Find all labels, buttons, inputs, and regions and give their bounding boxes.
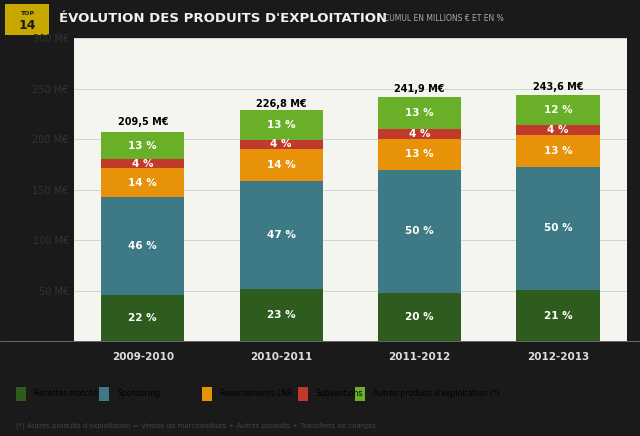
Bar (240, 149, 323, 181)
Bar (378, 139, 461, 170)
Text: Autres produits d'exploitation (*): Autres produits d'exploitation (*) (373, 389, 500, 398)
Bar (240, 181, 323, 289)
Bar (298, 387, 308, 401)
Text: 50 %: 50 % (544, 223, 572, 233)
Text: 23 %: 23 % (267, 310, 296, 320)
Text: 14 %: 14 % (129, 178, 157, 187)
Text: 47 %: 47 % (267, 230, 296, 240)
Text: 46 %: 46 % (129, 241, 157, 251)
Text: 12 %: 12 % (544, 105, 572, 115)
Bar (240, 110, 323, 140)
Bar (202, 387, 212, 401)
Text: 2012-2013: 2012-2013 (527, 352, 589, 362)
Text: 2009-2010: 2009-2010 (112, 352, 174, 362)
Text: 13 %: 13 % (405, 150, 434, 160)
Text: ÉVOLUTION DES PRODUITS D'EXPLOITATION: ÉVOLUTION DES PRODUITS D'EXPLOITATION (59, 12, 387, 25)
Bar (240, 140, 323, 149)
Bar (99, 387, 109, 401)
Text: 4 %: 4 % (271, 140, 292, 150)
Bar (101, 168, 184, 198)
Text: 4 %: 4 % (547, 125, 569, 135)
Bar (5, 4, 49, 34)
Bar (516, 167, 600, 290)
Text: 13 %: 13 % (129, 141, 157, 151)
Text: 13 %: 13 % (267, 120, 296, 130)
Bar (355, 387, 365, 401)
Bar (101, 132, 184, 160)
Text: 226,8 M€: 226,8 M€ (256, 99, 307, 109)
Text: Sponsoring: Sponsoring (117, 389, 160, 398)
Bar (378, 293, 461, 341)
Bar (516, 135, 600, 167)
Bar (16, 387, 26, 401)
Text: Subventions: Subventions (316, 389, 363, 398)
Bar (240, 289, 323, 341)
Text: CUMUL EN MILLIONS € ET EN %: CUMUL EN MILLIONS € ET EN % (384, 14, 504, 23)
Text: 2011-2012: 2011-2012 (388, 352, 451, 362)
Text: 13 %: 13 % (544, 146, 572, 156)
Text: 14 %: 14 % (267, 160, 296, 170)
Text: 4 %: 4 % (132, 159, 154, 169)
Text: 209,5 M€: 209,5 M€ (118, 117, 168, 127)
Text: 13 %: 13 % (405, 108, 434, 118)
Text: 22 %: 22 % (129, 313, 157, 323)
Text: 2010-2011: 2010-2011 (250, 352, 312, 362)
Bar (516, 290, 600, 341)
Text: 21 %: 21 % (544, 310, 572, 320)
Bar (378, 97, 461, 129)
Text: 20 %: 20 % (405, 312, 434, 322)
Bar (101, 295, 184, 341)
Text: 4 %: 4 % (409, 129, 430, 139)
Text: Recettes matchs: Recettes matchs (34, 389, 98, 398)
Bar (378, 170, 461, 293)
Bar (516, 95, 600, 125)
Text: Reversements LNR: Reversements LNR (220, 389, 292, 398)
Text: 243,6 M€: 243,6 M€ (532, 82, 583, 92)
Text: (*) Autres produits d'exploitation = Ventes de marchandises + Autres produits + : (*) Autres produits d'exploitation = Ven… (16, 422, 378, 429)
Text: 241,9 M€: 241,9 M€ (394, 84, 445, 94)
Bar (378, 129, 461, 139)
Bar (101, 198, 184, 295)
Text: TOP: TOP (20, 10, 34, 16)
Bar (516, 125, 600, 135)
Text: 14: 14 (18, 19, 36, 32)
Bar (101, 160, 184, 168)
Text: 50 %: 50 % (405, 226, 434, 236)
